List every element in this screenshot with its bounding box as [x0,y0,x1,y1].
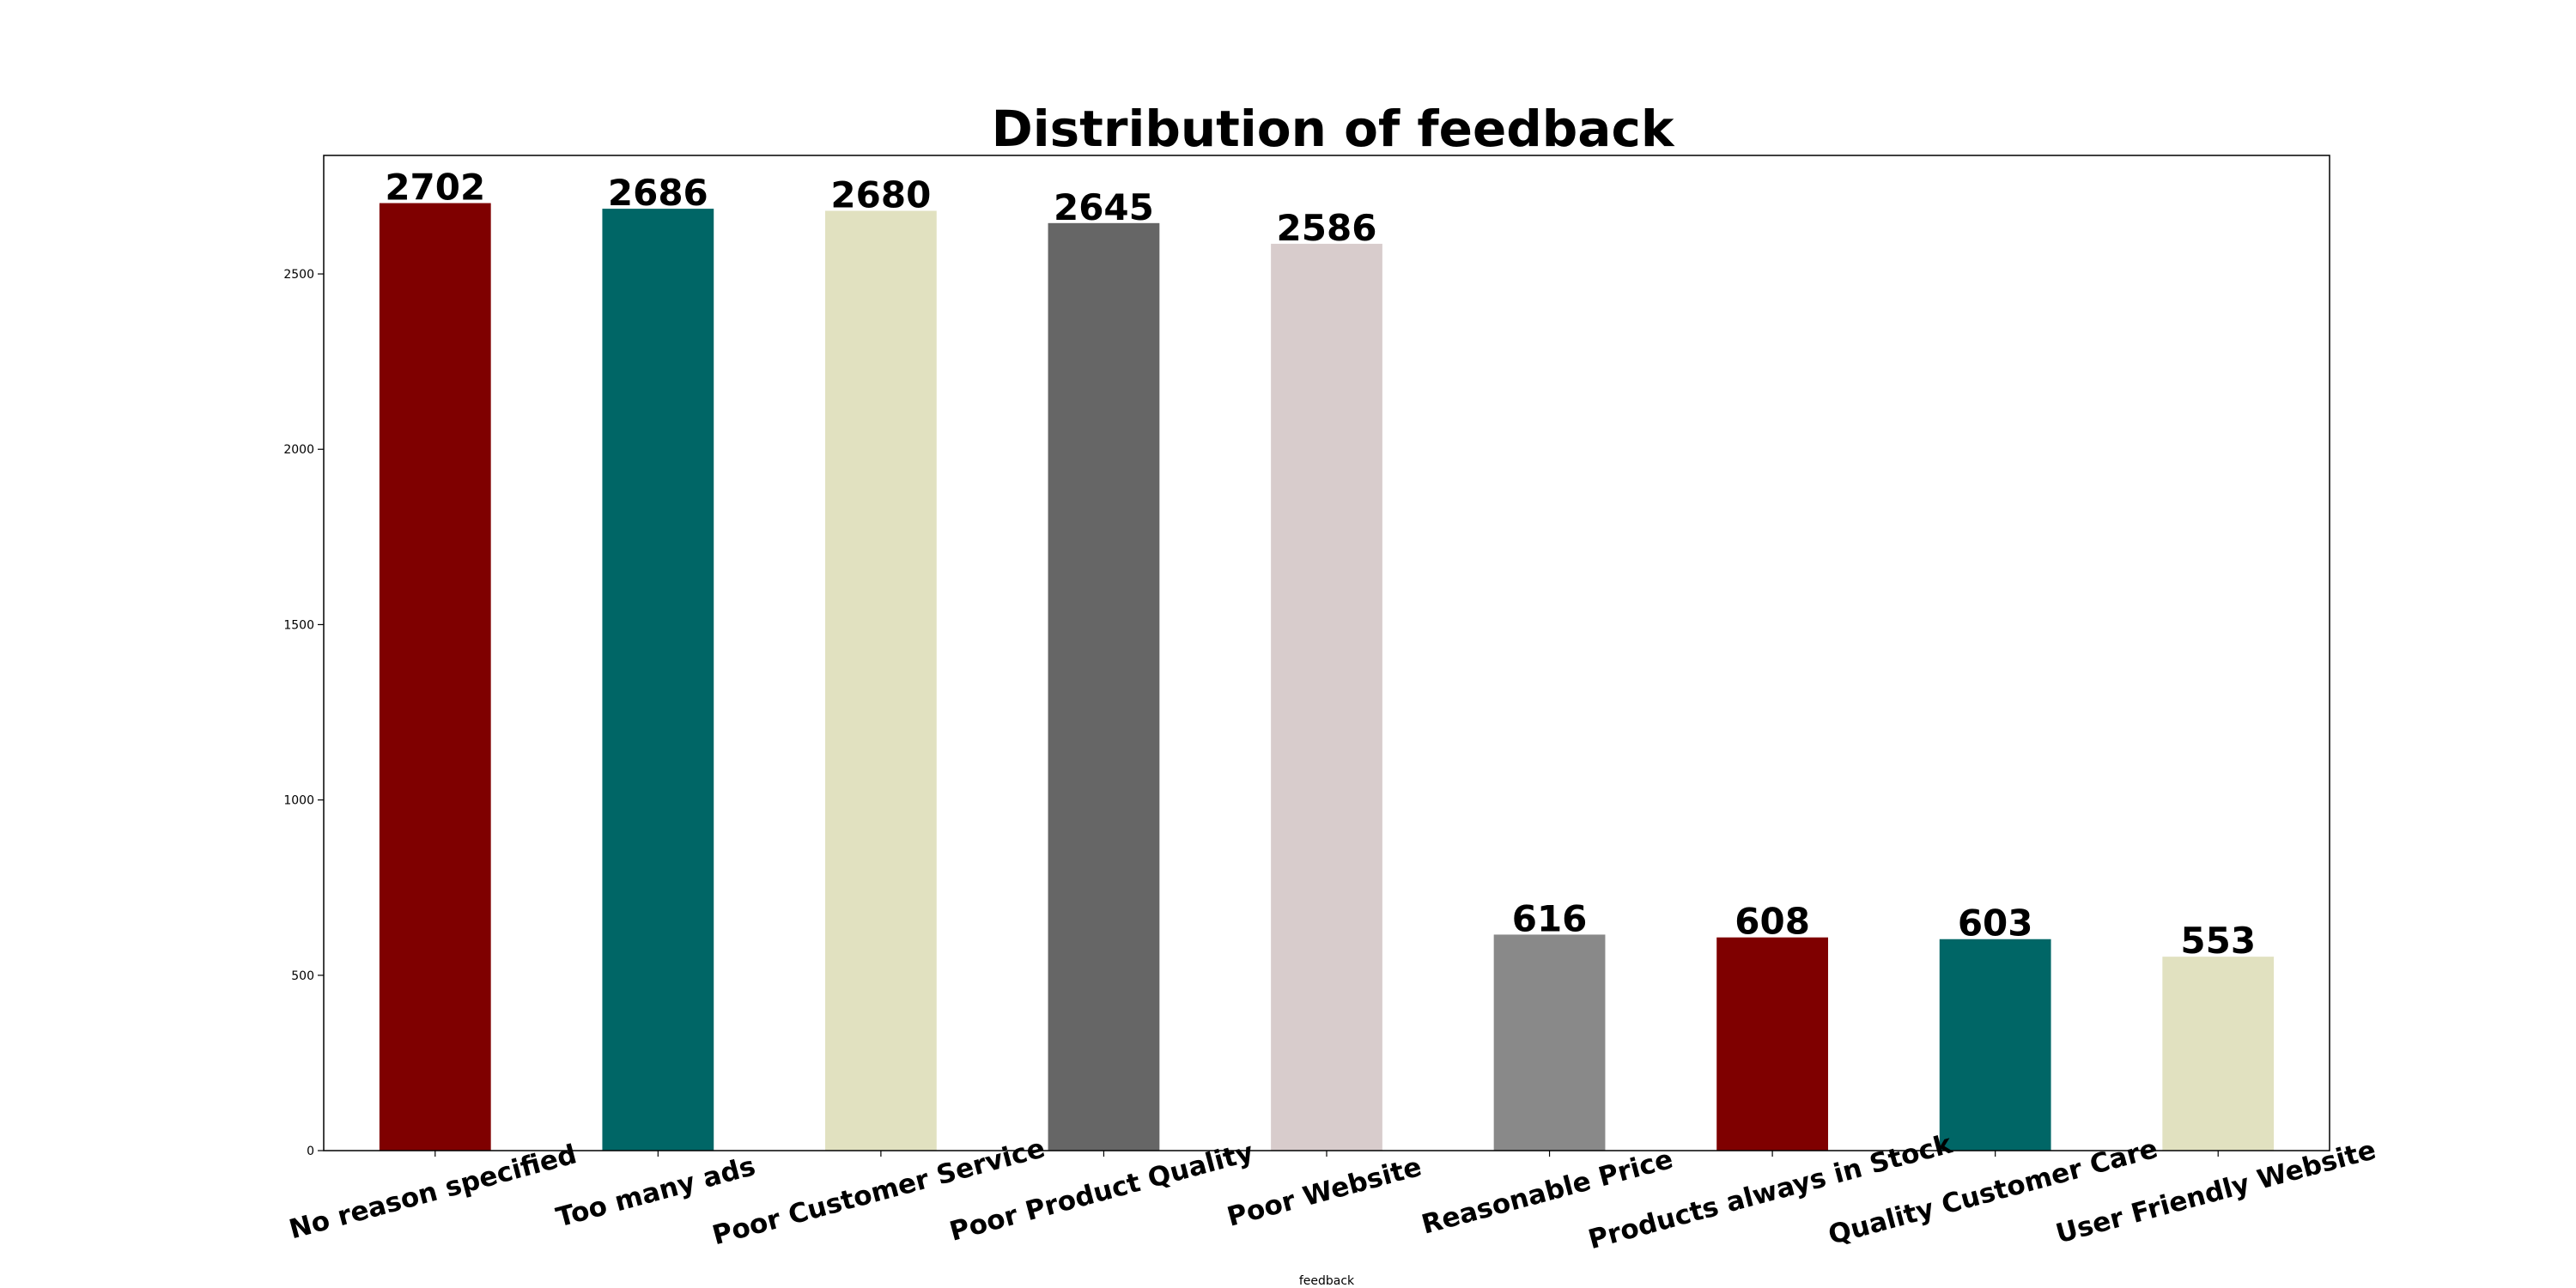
bar-value-label: 2686 [608,172,708,214]
bar [2162,957,2275,1151]
bar-value-label: 2702 [385,167,485,209]
data-labels: 2702 2686 2680 2645 2586 616 608 603 553 [385,167,2256,963]
y-tick-label: 500 [291,969,314,983]
y-tick-label: 2000 [283,443,314,457]
y-tick-label: 1000 [283,794,314,808]
chart-title: Distribution of feedback [992,100,1675,158]
bar [825,210,937,1151]
bar [379,203,491,1151]
bars-layer [379,203,2275,1151]
y-tick-label: 0 [307,1145,314,1158]
bar [602,209,714,1151]
bar-value-label: 2645 [1054,186,1154,228]
bar [1939,939,2051,1151]
bar [1716,937,1828,1151]
bar [1048,222,1160,1151]
bar-value-label: 603 [1958,902,2033,945]
x-tick-label: No reason specified [286,1139,580,1245]
x-axis-label: feedback [1299,1274,1355,1288]
bar-value-label: 608 [1735,901,1810,943]
bar-value-label: 553 [2180,920,2256,962]
bar-value-label: 2680 [830,174,931,216]
y-axis: 0 500 1000 1500 2000 2500 [283,268,324,1158]
y-tick-label: 2500 [283,268,314,282]
y-tick-label: 1500 [283,618,314,632]
bar [1493,934,1606,1151]
bar-value-label: 616 [1512,897,1588,939]
bar [1271,243,1382,1151]
bar-value-label: 2586 [1277,207,1377,249]
